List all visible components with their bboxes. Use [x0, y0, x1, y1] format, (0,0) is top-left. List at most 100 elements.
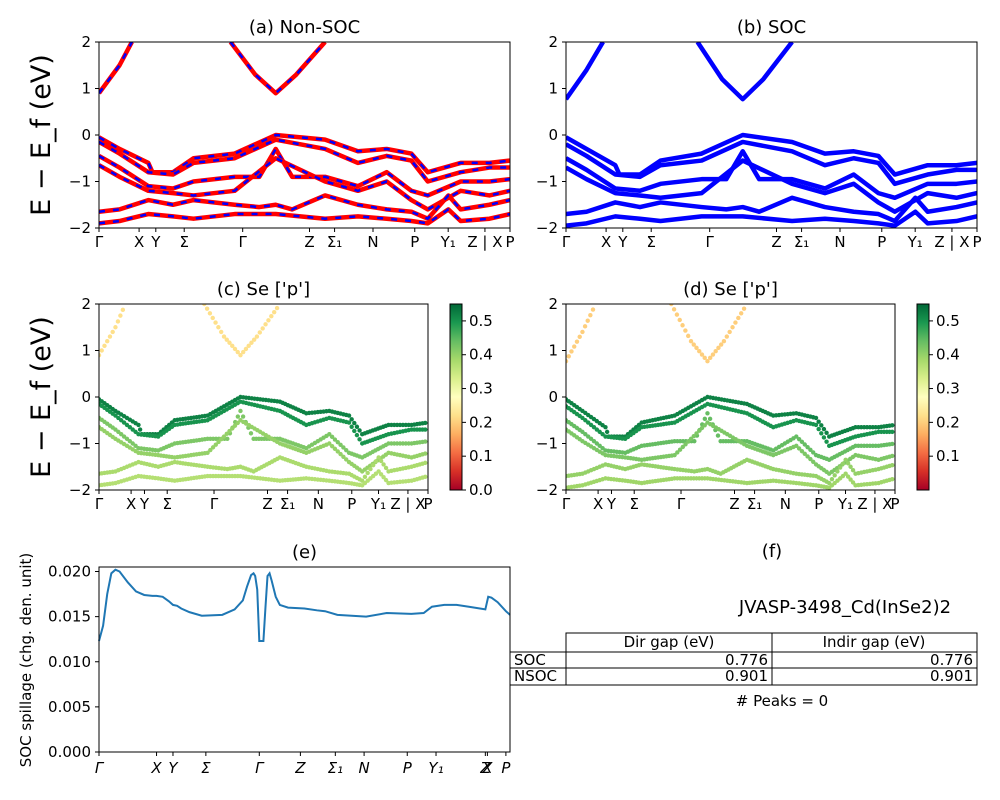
band-point-5: [227, 428, 232, 434]
xtick-label: X: [481, 759, 493, 777]
band-point-1: [263, 322, 268, 327]
band-point-6: [850, 468, 856, 473]
xtick-label: Y₁: [837, 495, 853, 513]
ytick-label: −1: [536, 435, 558, 453]
xtick-label: Y: [150, 233, 161, 251]
colorbar-tick-label: 0.2: [469, 413, 493, 431]
band-line-dash-4: [99, 147, 510, 197]
panel-title: (b) SOC: [737, 17, 806, 38]
band-point-2: [816, 419, 821, 424]
band-point-2: [603, 425, 608, 430]
gap-table-cell: 0.901: [725, 667, 768, 685]
axes-frame: [98, 566, 511, 753]
band-point-1: [235, 349, 240, 355]
band-point-1: [697, 348, 702, 354]
band-point-4: [332, 437, 338, 442]
band-point-1: [671, 307, 677, 312]
band-point-6: [835, 469, 840, 474]
band-point-5: [805, 454, 810, 459]
panel-title: (d) Se ['p']: [683, 279, 778, 300]
band-point-1: [686, 333, 691, 339]
band-point-5: [332, 446, 338, 452]
band-point-1: [232, 346, 238, 352]
band-point-0: [105, 339, 110, 344]
band-point-2: [821, 426, 827, 432]
xtick-label: Σ: [646, 233, 655, 251]
xtick-label: Z: [294, 759, 306, 777]
band-point-6: [373, 459, 379, 464]
band-point-5: [688, 436, 694, 442]
band-point-3: [346, 420, 352, 425]
band-point-5: [691, 433, 696, 439]
band-point-6: [383, 465, 389, 471]
xtick-label: Γ: [95, 759, 105, 777]
band-point-6: [840, 461, 846, 466]
band-point-5: [686, 439, 691, 444]
gap-table-header-dir: Dir gap (eV): [624, 633, 715, 651]
band-point-0: [572, 344, 577, 349]
band-point-3: [813, 422, 819, 428]
band-point-5: [205, 450, 210, 455]
band-point-4: [890, 441, 895, 447]
ytick-label: 0.020: [48, 563, 91, 581]
band-point-7: [848, 477, 853, 482]
band-point-0: [590, 307, 596, 312]
band-point-6: [829, 476, 835, 482]
colorbar: [449, 303, 463, 491]
band-point-1: [677, 317, 682, 323]
band-point-4: [794, 434, 799, 439]
ytick-label: 1: [548, 80, 558, 98]
band-point-1: [230, 343, 235, 349]
xtick-label: P: [877, 233, 886, 251]
panel-title: (e): [292, 542, 317, 563]
band-point-5: [677, 447, 683, 452]
band-point-5: [230, 426, 235, 431]
band-point-2: [349, 417, 354, 422]
band-point-1: [694, 345, 699, 351]
xtick-label: X: [150, 759, 162, 777]
band-point-5: [344, 457, 349, 462]
xtick-label: Y: [617, 233, 628, 251]
band-point-6: [832, 473, 837, 478]
band-point-1: [257, 330, 262, 335]
band-point-0: [569, 349, 574, 354]
band-point-0: [582, 324, 588, 329]
band-point-1: [680, 323, 685, 328]
band-point-4: [329, 434, 335, 440]
ytick-label: −2: [69, 481, 91, 499]
band-point-4: [341, 445, 346, 450]
xtick-label: N: [358, 759, 369, 777]
xtick-label: Y: [606, 495, 617, 513]
band-point-2: [352, 420, 357, 426]
xtick-label: Z | X: [467, 233, 502, 251]
xtick-label: Σ₁: [747, 495, 763, 513]
xtick-label: P: [423, 495, 432, 513]
gap-table-row-label: NSOC: [514, 667, 557, 685]
xtick-label: N: [780, 495, 791, 513]
colorbar-tick-label: 0.1: [469, 447, 493, 465]
band-point-1: [716, 345, 721, 351]
panel-title: (a) Non-SOC: [249, 17, 360, 38]
xtick-label: Z | X: [857, 495, 892, 513]
colorbar-tick-label: 0.3: [936, 380, 960, 398]
band-point-1: [683, 328, 688, 333]
xtick-label: Γ: [255, 759, 265, 777]
xtick-label: Z: [304, 233, 314, 251]
band-point-5: [423, 451, 428, 456]
band-line-dash-7: [99, 208, 510, 225]
band-point-3: [349, 424, 354, 429]
band-line-soc-6: [566, 195, 977, 224]
band-point-1: [738, 311, 744, 316]
xtick-label: Y₁: [440, 233, 456, 251]
band-point-6: [843, 457, 848, 462]
band-point-6: [368, 466, 373, 472]
band-point-1: [213, 320, 218, 325]
xtick-label: Σ₁: [327, 233, 343, 251]
colorbar-tick-label: 0.2: [936, 413, 960, 431]
band-point-1: [260, 326, 265, 331]
ytick-label: −1: [69, 435, 91, 453]
band-point-2: [819, 423, 824, 428]
